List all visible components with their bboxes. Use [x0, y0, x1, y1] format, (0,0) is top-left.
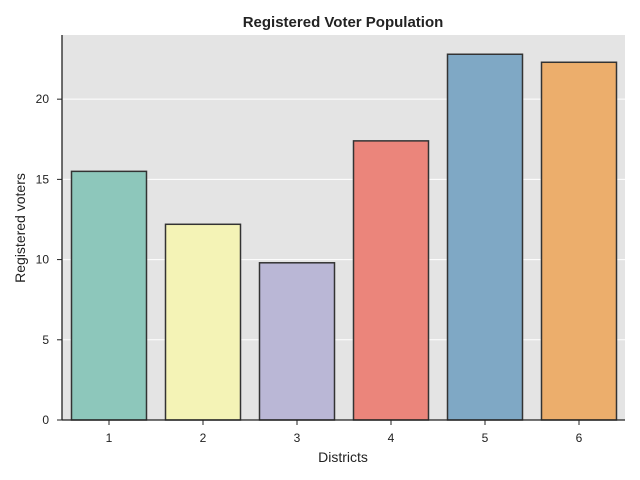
bar-district-4 [352, 140, 430, 421]
x-axis-label: Districts [318, 449, 368, 465]
gridlines [62, 98, 625, 341]
bar-district-1 [70, 170, 148, 421]
y-tick-label: 15 [36, 172, 50, 186]
y-tick-label: 10 [36, 253, 50, 267]
bar-district-2 [164, 223, 242, 421]
x-tick-label: 3 [294, 431, 301, 445]
x-tick-label: 5 [482, 431, 489, 445]
x-tick-label: 2 [200, 431, 207, 445]
bar-district-6 [540, 61, 618, 421]
bars-group [70, 53, 618, 421]
y-ticks: 0 5 10 15 20 [36, 92, 62, 427]
x-tick-label: 4 [388, 431, 395, 445]
y-tick-label: 0 [42, 413, 49, 427]
y-tick-label: 20 [36, 92, 50, 106]
x-ticks: 1 2 3 4 5 6 [106, 420, 583, 445]
x-tick-label: 6 [576, 431, 583, 445]
x-tick-label: 1 [106, 431, 113, 445]
y-tick-label: 5 [42, 333, 49, 347]
chart-title: Registered Voter Population [243, 14, 444, 31]
bar-district-5 [446, 53, 524, 421]
bar-district-3 [258, 262, 336, 421]
y-axis-label: Registered voters [12, 173, 28, 283]
